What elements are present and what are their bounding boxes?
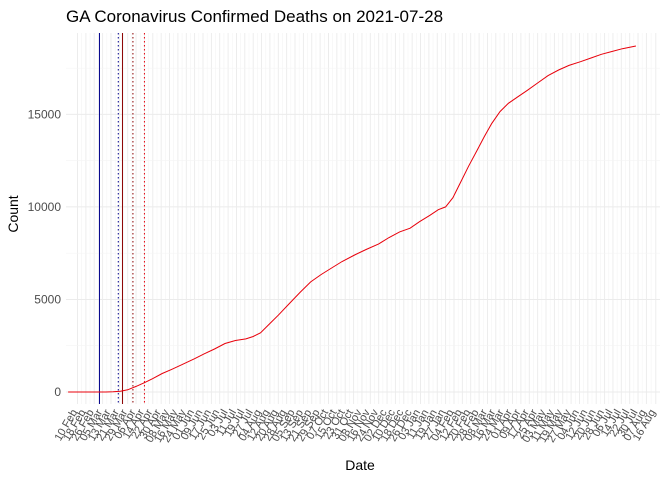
x-axis-title: Date	[345, 457, 375, 473]
y-tick-label: 15000	[28, 107, 62, 121]
grid-layer	[66, 33, 660, 404]
y-axis-title: Count	[5, 195, 21, 232]
chart-title: GA Coronavirus Confirmed Deaths on 2021-…	[66, 7, 443, 26]
y-tick-label: 5000	[34, 292, 61, 306]
y-tick-label: 0	[54, 385, 61, 399]
y-tick-label: 10000	[28, 200, 62, 214]
series-line	[68, 45, 636, 393]
y-axis-ticks: 0 5000 10000 15000	[28, 107, 62, 399]
series-layer	[68, 45, 636, 393]
reference-lines	[98, 33, 145, 404]
